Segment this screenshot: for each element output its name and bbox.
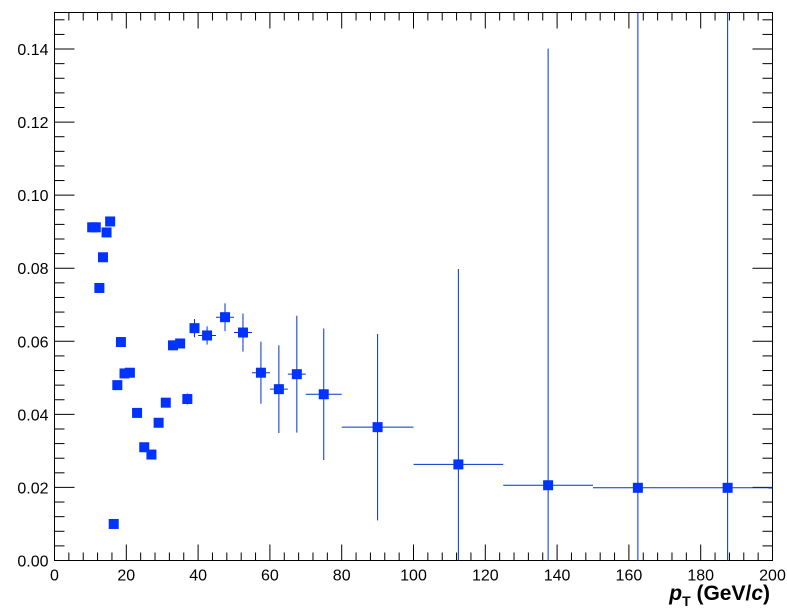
x-tick-label: 0 bbox=[50, 568, 59, 585]
data-point-marker bbox=[372, 422, 383, 433]
x-tick-label: 140 bbox=[544, 568, 571, 585]
y-tick-label: 0.02 bbox=[17, 480, 48, 497]
x-tick-label: 120 bbox=[472, 568, 499, 585]
data-point-marker bbox=[119, 368, 130, 379]
data-point-marker bbox=[543, 480, 554, 491]
data-point-marker bbox=[132, 407, 143, 418]
data-point-marker bbox=[105, 216, 116, 227]
data-point-marker bbox=[453, 459, 464, 470]
x-axis-title-sub: T bbox=[682, 593, 691, 609]
data-point-marker bbox=[220, 312, 231, 323]
axis-tick-labels: 0 20 40 60 80 100 120 140 160 180 200 0.00 0.02 0.04 0… bbox=[17, 42, 786, 584]
data-point-marker bbox=[139, 442, 150, 453]
x-tick-label: 40 bbox=[189, 568, 207, 585]
plot-frame bbox=[54, 12, 773, 561]
data-point-marker bbox=[101, 227, 112, 238]
y-tick-label: 0.00 bbox=[17, 554, 48, 571]
data-point-marker bbox=[255, 367, 266, 378]
x-axis-title-units-open: (GeV/ bbox=[691, 582, 752, 605]
x-tick-label: 200 bbox=[759, 568, 786, 585]
y-tick-label: 0.14 bbox=[17, 42, 48, 59]
y-tick-label: 0.10 bbox=[17, 188, 48, 205]
data-point-marker bbox=[318, 389, 329, 400]
data-point-marker bbox=[722, 482, 733, 493]
x-axis-title-main: p bbox=[668, 582, 682, 605]
data-point-marker bbox=[115, 337, 126, 348]
x-axis-title: pT (GeV/c) bbox=[668, 582, 770, 609]
x-axis-title-units-close: ) bbox=[763, 582, 770, 605]
data-markers bbox=[87, 216, 733, 529]
data-point-marker bbox=[90, 222, 101, 233]
data-point-marker bbox=[167, 340, 178, 351]
data-point-marker bbox=[97, 252, 108, 263]
data-point-marker bbox=[94, 282, 105, 293]
x-tick-label: 60 bbox=[261, 568, 279, 585]
data-point-marker bbox=[153, 417, 164, 428]
data-point-marker bbox=[108, 518, 119, 529]
x-tick-label: 20 bbox=[117, 568, 135, 585]
x-tick-label: 160 bbox=[616, 568, 643, 585]
data-point-marker bbox=[237, 327, 248, 338]
data-point-marker bbox=[160, 397, 171, 408]
error-bars bbox=[90, 12, 773, 561]
axis-ticks bbox=[54, 12, 773, 561]
data-point-marker bbox=[202, 330, 213, 341]
data-point-marker bbox=[273, 384, 284, 395]
data-point-marker bbox=[146, 449, 157, 460]
y-tick-label: 0.08 bbox=[17, 261, 48, 278]
data-point-marker bbox=[175, 338, 186, 349]
x-tick-label: 180 bbox=[687, 568, 714, 585]
x-tick-label: 100 bbox=[400, 568, 427, 585]
data-point-marker bbox=[124, 367, 135, 378]
data-point-marker bbox=[189, 323, 200, 334]
y-tick-label: 0.12 bbox=[17, 115, 48, 132]
x-tick-label: 80 bbox=[333, 568, 351, 585]
data-point-marker bbox=[112, 380, 123, 391]
x-axis-title-units-italic: c bbox=[751, 582, 763, 605]
y-tick-label: 0.04 bbox=[17, 407, 48, 424]
data-point-marker bbox=[632, 482, 643, 493]
y-tick-label: 0.06 bbox=[17, 334, 48, 351]
data-point-marker bbox=[291, 369, 302, 380]
data-point-marker bbox=[182, 394, 193, 405]
